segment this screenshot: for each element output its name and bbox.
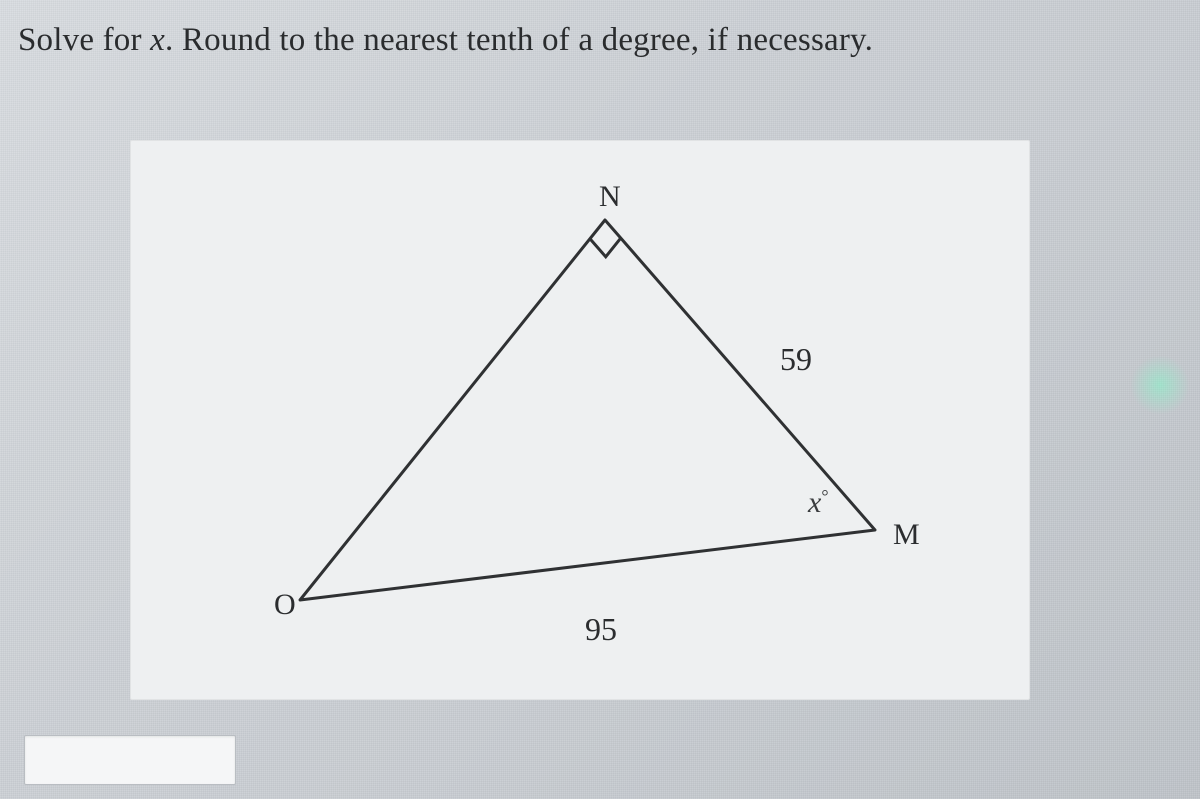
vertex-label-m: M — [893, 518, 920, 551]
answer-input[interactable] — [24, 735, 236, 785]
triangle-diagram: O N M 59 95 x° — [130, 140, 1030, 700]
question-text: Solve for x. Round to the nearest tenth … — [18, 22, 1190, 59]
side-label-om: 95 — [585, 611, 617, 647]
vertex-label-o: O — [274, 588, 296, 621]
question-suffix: . Round to the nearest tenth of a degree… — [165, 22, 873, 58]
figure-panel: O N M 59 95 x° — [130, 140, 1030, 700]
side-label-nm: 59 — [780, 341, 812, 377]
screen-glare — [1130, 355, 1190, 415]
angle-label-x: x° — [807, 486, 829, 519]
question-variable: x — [150, 22, 165, 58]
right-angle-marker — [590, 238, 621, 257]
question-prefix: Solve for — [18, 22, 150, 58]
triangle-path — [300, 220, 875, 600]
vertex-label-n: N — [599, 180, 621, 213]
